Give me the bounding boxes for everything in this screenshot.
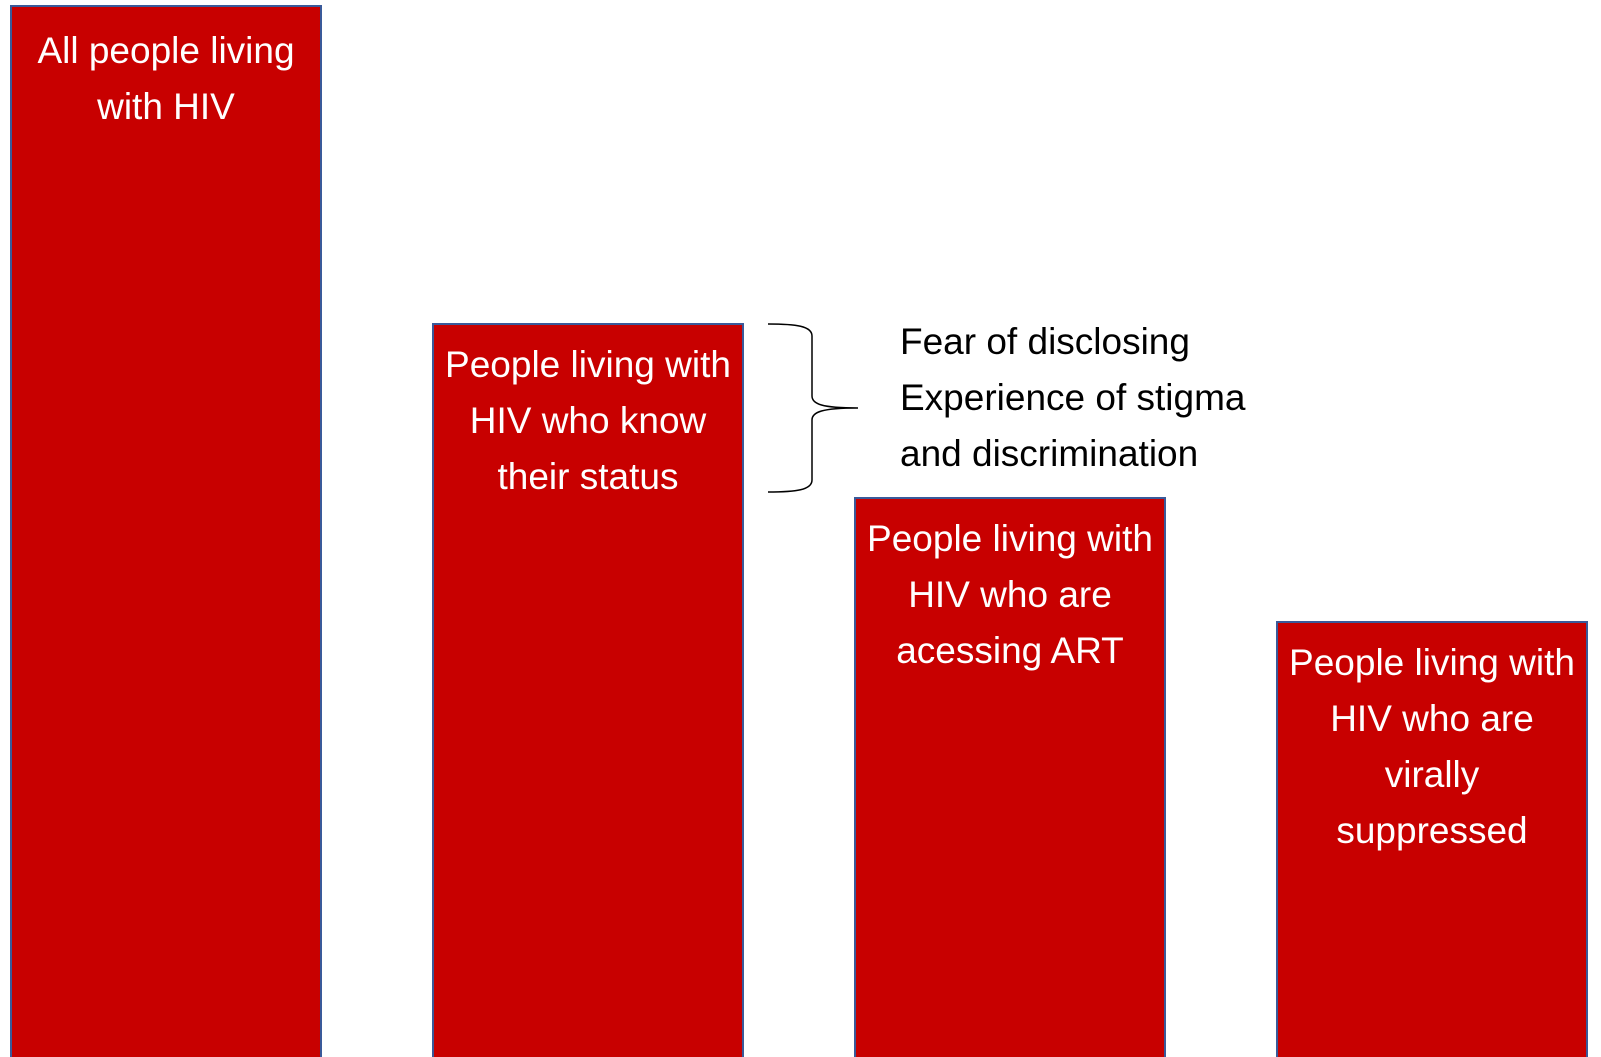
- curly-brace-icon: [767, 323, 859, 493]
- bar-virally-suppressed: People living with HIV who are virally s…: [1276, 621, 1588, 1057]
- bar-label: People living with HIV who are acessing …: [867, 518, 1153, 671]
- barrier-annotation: Fear of disclosing Experience of stigma …: [900, 314, 1340, 482]
- bar-accessing-art: People living with HIV who are acessing …: [854, 497, 1166, 1057]
- bar-label: People living with HIV who know their st…: [445, 344, 731, 497]
- bar-know-their-status: People living with HIV who know their st…: [432, 323, 744, 1057]
- bar-all-people-living-with-hiv: All people living with HIV: [10, 5, 322, 1057]
- annotation-line: Experience of stigma: [900, 377, 1246, 418]
- bar-label: All people living with HIV: [37, 30, 295, 127]
- annotation-line: and discrimination: [900, 433, 1199, 474]
- bar-label: People living with HIV who are virally s…: [1289, 642, 1575, 851]
- annotation-line: Fear of disclosing: [900, 321, 1190, 362]
